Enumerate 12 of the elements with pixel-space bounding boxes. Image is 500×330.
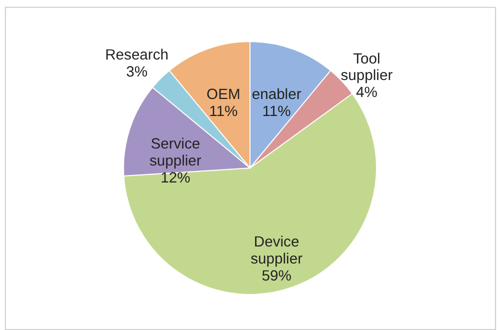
slice-label: Device supplier bbox=[250, 234, 303, 268]
data-label: 11% bbox=[262, 104, 291, 120]
slice-label: Service supplier bbox=[149, 136, 202, 170]
data-label: 3% bbox=[126, 64, 148, 81]
data-label: 4% bbox=[356, 84, 378, 101]
data-label: 11% bbox=[209, 104, 238, 120]
slice-label: enabler bbox=[252, 87, 302, 104]
slice-label: Research bbox=[105, 48, 169, 64]
slice-label: OEM bbox=[206, 87, 240, 104]
slice-label: Tool supplier bbox=[340, 51, 393, 84]
data-label: 12% bbox=[160, 170, 190, 186]
data-label: 59% bbox=[262, 268, 292, 284]
